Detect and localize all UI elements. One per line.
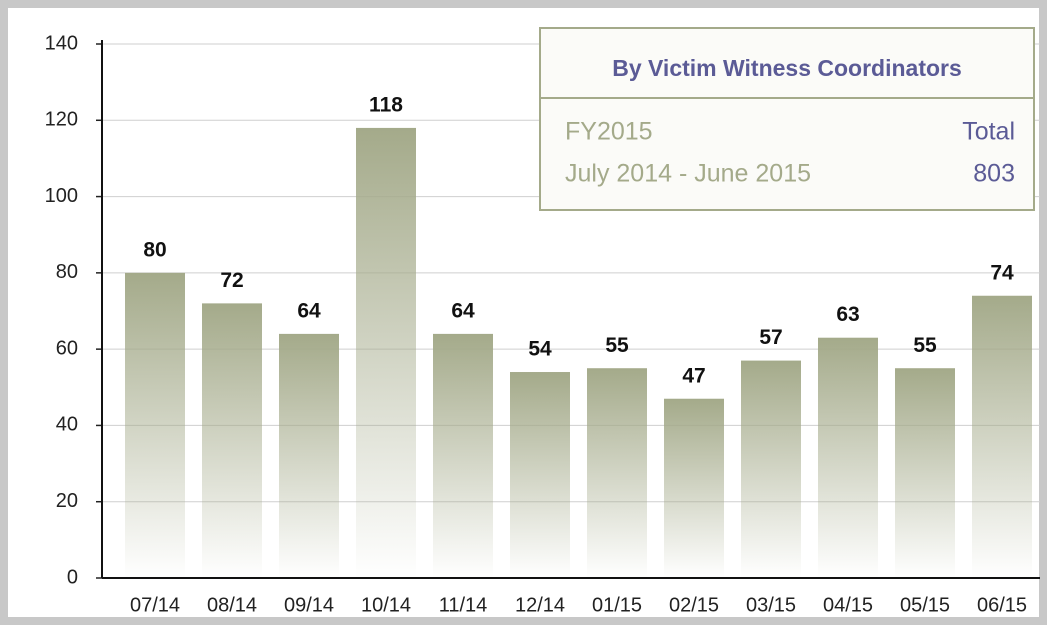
x-tick-label: 07/14: [130, 594, 180, 616]
info-box-period: FY2015: [565, 118, 653, 146]
data-label: 55: [913, 334, 937, 357]
y-tick-label: 140: [45, 32, 78, 54]
x-tick-label: 06/15: [977, 594, 1027, 616]
data-label: 55: [605, 334, 629, 357]
bar: [587, 368, 647, 578]
data-label: 74: [990, 261, 1014, 284]
bar: [125, 272, 185, 578]
bar: [356, 127, 416, 579]
info-box: By Victim Witness Coordinators FY2015 To…: [539, 27, 1035, 211]
info-box-total: 803: [973, 160, 1015, 188]
data-label: 64: [451, 299, 475, 322]
y-tick-label: 0: [67, 566, 78, 588]
y-tick-label: 80: [56, 261, 78, 283]
y-tick-label: 20: [56, 490, 78, 512]
bar: [433, 333, 493, 578]
x-tick-label: 01/15: [592, 594, 642, 616]
bar: [279, 333, 339, 578]
info-box-frame: [539, 27, 1035, 211]
x-tick-label: 08/14: [207, 594, 257, 616]
info-box-title: By Victim Witness Coordinators: [612, 55, 962, 81]
bar: [510, 372, 570, 578]
bar: [895, 368, 955, 578]
info-box-range: July 2014 - June 2015: [565, 160, 811, 188]
y-tick-label: 100: [45, 185, 78, 207]
bar: [664, 398, 724, 578]
x-tick-label: 11/14: [439, 594, 488, 616]
x-tick-label: 04/15: [823, 594, 873, 616]
bar: [202, 303, 262, 578]
info-box-total-label: Total: [962, 118, 1015, 146]
bar: [818, 337, 878, 578]
x-tick-label: 03/15: [746, 594, 796, 616]
bars: 07/14 80 08/14 72 09/14 64 10/14 118 11/14 64 12/1…: [125, 93, 1032, 616]
bar: [972, 295, 1032, 578]
data-label: 54: [528, 338, 552, 361]
bar: [741, 360, 801, 578]
data-label: 47: [682, 364, 705, 387]
x-tick-label: 12/14: [515, 594, 565, 616]
x-tick-label: 05/15: [900, 594, 950, 616]
data-label: 118: [369, 93, 403, 116]
x-tick-label: 09/14: [284, 594, 334, 616]
x-tick-label: 10/14: [361, 594, 411, 616]
data-label: 64: [297, 299, 321, 322]
data-label: 63: [836, 303, 859, 326]
x-tick-label: 02/15: [669, 594, 719, 616]
y-tick-label: 40: [56, 414, 78, 436]
data-label: 80: [143, 238, 166, 261]
data-label: 72: [220, 269, 243, 292]
y-tick-label: 120: [45, 109, 78, 131]
data-label: 57: [759, 326, 782, 349]
y-tick-label: 60: [56, 337, 78, 359]
